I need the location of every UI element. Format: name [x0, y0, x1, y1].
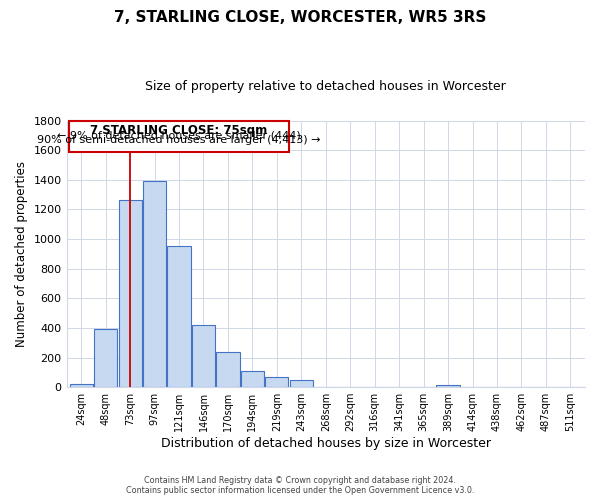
Bar: [119, 200, 142, 387]
FancyBboxPatch shape: [69, 120, 289, 152]
Bar: [167, 246, 191, 387]
Bar: [70, 384, 93, 387]
Title: Size of property relative to detached houses in Worcester: Size of property relative to detached ho…: [145, 80, 506, 93]
Bar: [217, 352, 239, 387]
Bar: [265, 377, 289, 387]
Text: ← 9% of detached houses are smaller (444): ← 9% of detached houses are smaller (444…: [57, 130, 301, 140]
Text: 7, STARLING CLOSE, WORCESTER, WR5 3RS: 7, STARLING CLOSE, WORCESTER, WR5 3RS: [114, 10, 486, 25]
Y-axis label: Number of detached properties: Number of detached properties: [15, 161, 28, 347]
Text: 90% of semi-detached houses are larger (4,413) →: 90% of semi-detached houses are larger (…: [37, 136, 321, 145]
Bar: [436, 385, 460, 387]
Bar: [94, 330, 117, 387]
Text: Contains HM Land Registry data © Crown copyright and database right 2024.
Contai: Contains HM Land Registry data © Crown c…: [126, 476, 474, 495]
Text: 7 STARLING CLOSE: 75sqm: 7 STARLING CLOSE: 75sqm: [91, 124, 268, 138]
Bar: [290, 380, 313, 387]
Bar: [143, 180, 166, 387]
Bar: [192, 325, 215, 387]
X-axis label: Distribution of detached houses by size in Worcester: Distribution of detached houses by size …: [161, 437, 491, 450]
Bar: [241, 371, 264, 387]
